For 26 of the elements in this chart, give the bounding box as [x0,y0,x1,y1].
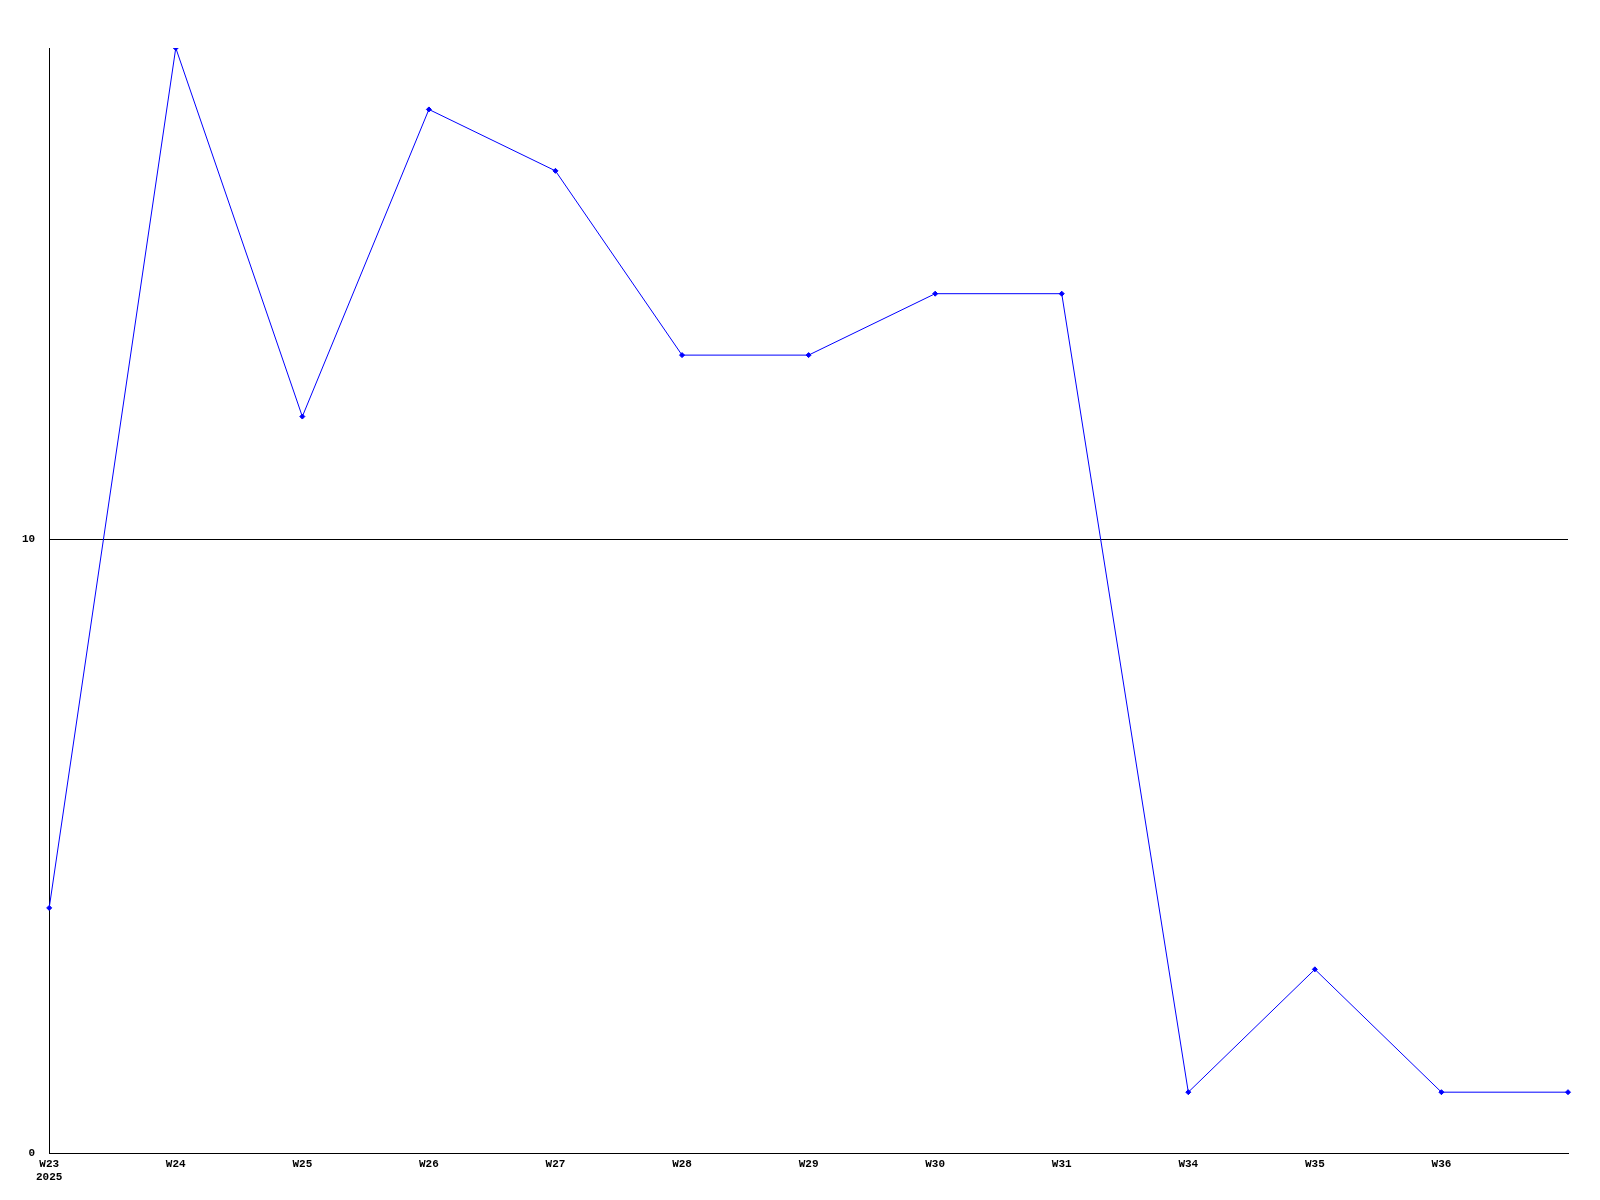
x-tick-label: W24 [165,1157,187,1170]
point [1058,290,1065,297]
point [1311,966,1318,973]
point [932,290,939,297]
x-tick-label: W28 [672,1157,693,1170]
point [1565,1089,1571,1096]
x-tick-label: W25 [292,1157,313,1170]
x-tick-label: W30 [925,1157,946,1170]
point [46,904,53,911]
x-tick-label: W26 [419,1157,439,1170]
x-tick-label: W27 [545,1157,566,1170]
point [679,352,686,359]
point [425,106,432,113]
x-tick-label: W29 [798,1157,819,1170]
y-tick-label: 0 [28,1147,36,1160]
x-tick-label: W36 [1431,1157,1452,1170]
point [1438,1089,1445,1096]
point [805,352,812,359]
point [299,413,306,420]
y-tick-label: 10 [22,533,36,546]
x-tick-label: W34 [1178,1157,1199,1170]
x-tick-label: W31 [1051,1157,1073,1170]
point [552,167,559,174]
x-tick-label: W23 2025 [36,1157,63,1184]
x-tick-label: W35 [1304,1157,1326,1170]
point [1185,1089,1192,1096]
